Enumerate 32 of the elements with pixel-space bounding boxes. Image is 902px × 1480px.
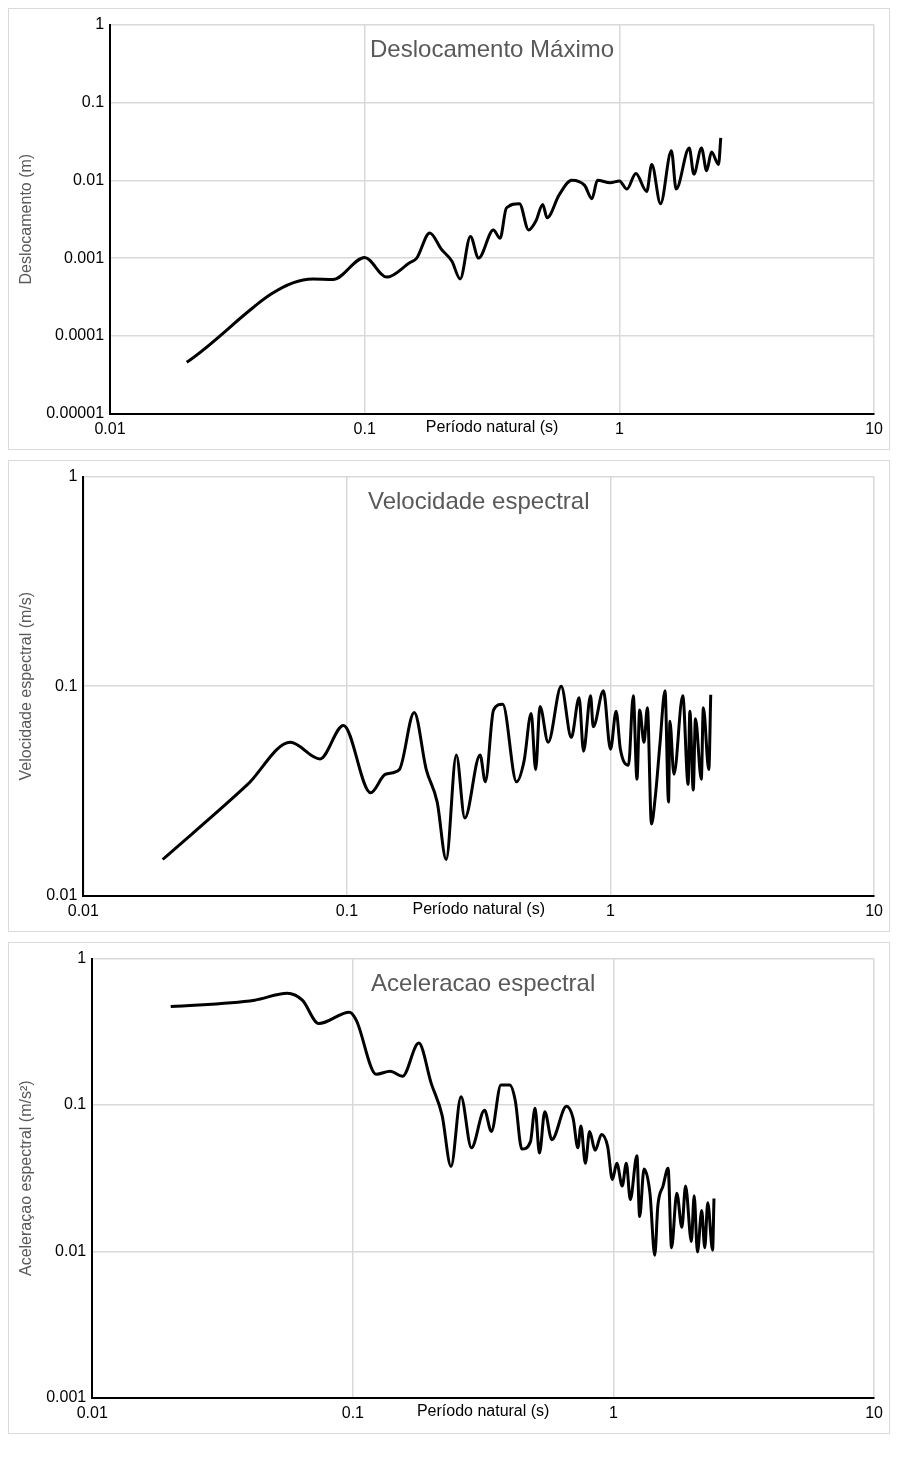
x-tick-label: 0.1 xyxy=(335,901,359,919)
y-tick-label: 0.01 xyxy=(46,886,78,904)
chart-title: Deslocamento Máximo xyxy=(370,35,615,63)
x-tick-label: 10 xyxy=(865,419,884,437)
y-tick-label: 0.001 xyxy=(46,1388,87,1406)
y-tick-label: 0.001 xyxy=(63,248,105,266)
y-axis-title: Velocidade espectral (m/s) xyxy=(17,591,35,781)
y-axis-title: Deslocamento (m) xyxy=(17,153,35,285)
y-tick-label: 1 xyxy=(68,467,78,485)
y-tick-label: 0.0001 xyxy=(55,326,105,344)
x-tick-label: 1 xyxy=(609,1403,619,1421)
x-tick-label: 0.01 xyxy=(94,419,126,437)
y-tick-label: 0.1 xyxy=(63,1095,87,1113)
y-tick-label: 1 xyxy=(77,949,87,967)
y-tick-label: 0.00001 xyxy=(46,404,105,422)
y-tick-label: 0.01 xyxy=(72,170,105,188)
text: Velocidade espectral xyxy=(367,487,590,515)
x-axis-title: Período natural (s) xyxy=(412,900,545,918)
y-tick-label: 0.1 xyxy=(55,676,78,694)
y-tick-label: 0.01 xyxy=(55,1241,87,1259)
text: Aceleracao espectral xyxy=(371,969,596,997)
x-tick-label: 0.1 xyxy=(341,1403,365,1421)
y-tick-label: 1 xyxy=(95,15,105,33)
x-axis-title: Período natural (s) xyxy=(416,1402,550,1420)
y-tick-label: 0.1 xyxy=(81,92,105,110)
x-tick-label: 1 xyxy=(606,901,616,919)
x-tick-label: 10 xyxy=(865,1403,884,1421)
x-tick-label: 1 xyxy=(614,419,624,437)
x-axis-title: Período natural (s) xyxy=(425,418,559,436)
y-axis-title: Aceleraçao espectral (m/s²) xyxy=(17,1080,35,1277)
x-tick-label: 0.1 xyxy=(353,419,376,437)
x-tick-label: 10 xyxy=(865,901,884,919)
